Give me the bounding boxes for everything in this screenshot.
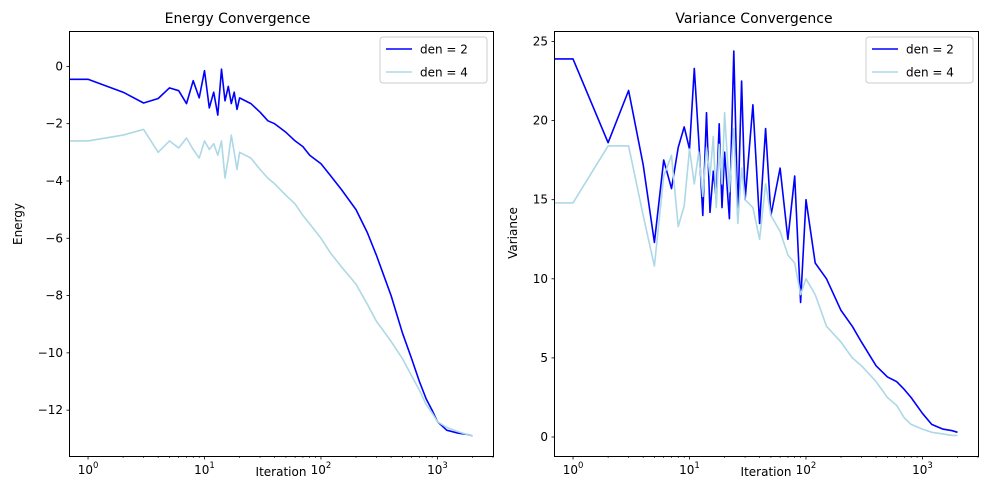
energy-legend-label-den2: den = 2 [420, 43, 468, 57]
variance-chart: Variance Convergence Iteration Variance … [506, 11, 979, 479]
energy-y-tick-label: −12 [38, 403, 63, 417]
variance-x-tick-label: 101 [679, 461, 700, 477]
variance-x-tick-label: 103 [912, 461, 933, 477]
variance-y-tick-label: 25 [533, 34, 548, 48]
energy-x-tick-label: 100 [78, 461, 99, 477]
variance-x-tick-label: 102 [796, 461, 817, 477]
variance-y-tick-label: 20 [533, 114, 548, 128]
variance-legend-label-den2: den = 2 [906, 43, 954, 57]
variance-chart-title: Variance Convergence [675, 11, 832, 27]
energy-legend: den = 2 den = 4 [379, 36, 488, 84]
energy-y-tick-label: −8 [45, 289, 63, 303]
variance-series-line-den2 [555, 50, 958, 434]
variance-x-axis-label: Iteration [741, 465, 792, 479]
energy-y-axis-label: Energy [11, 203, 25, 245]
variance-legend: den = 2 den = 4 [865, 36, 974, 84]
variance-y-tick-label: 15 [533, 193, 548, 207]
energy-series-line-den2 [70, 68, 473, 437]
energy-plot-area [69, 31, 494, 457]
energy-chart-title: Energy Convergence [165, 11, 311, 27]
energy-y-tick-label: −6 [45, 231, 63, 245]
energy-y-tick-label: −2 [45, 117, 63, 131]
energy-x-tick-label: 103 [427, 461, 448, 477]
energy-x-tick-label: 102 [311, 461, 332, 477]
energy-legend-label-den4: den = 4 [420, 66, 468, 80]
variance-x-tick-label: 100 [563, 461, 584, 477]
variance-series-line-den4 [555, 111, 958, 437]
energy-series-line-den4 [70, 128, 473, 437]
energy-x-tick-label: 101 [194, 461, 215, 477]
variance-y-tick-label: 5 [540, 351, 548, 365]
variance-plot-area [554, 31, 979, 457]
variance-y-tick-label: 0 [540, 430, 548, 444]
energy-y-tick-label: −10 [38, 346, 63, 360]
energy-y-tick-label: −4 [45, 174, 63, 188]
energy-chart: Energy Convergence Iteration Energy 100 1… [11, 11, 494, 479]
variance-y-tick-label: 10 [533, 272, 548, 286]
variance-y-axis-label: Variance [506, 207, 520, 259]
energy-x-axis-label: Iteration [256, 465, 307, 479]
energy-y-tick-label: 0 [55, 59, 63, 73]
variance-legend-label-den4: den = 4 [906, 66, 954, 80]
